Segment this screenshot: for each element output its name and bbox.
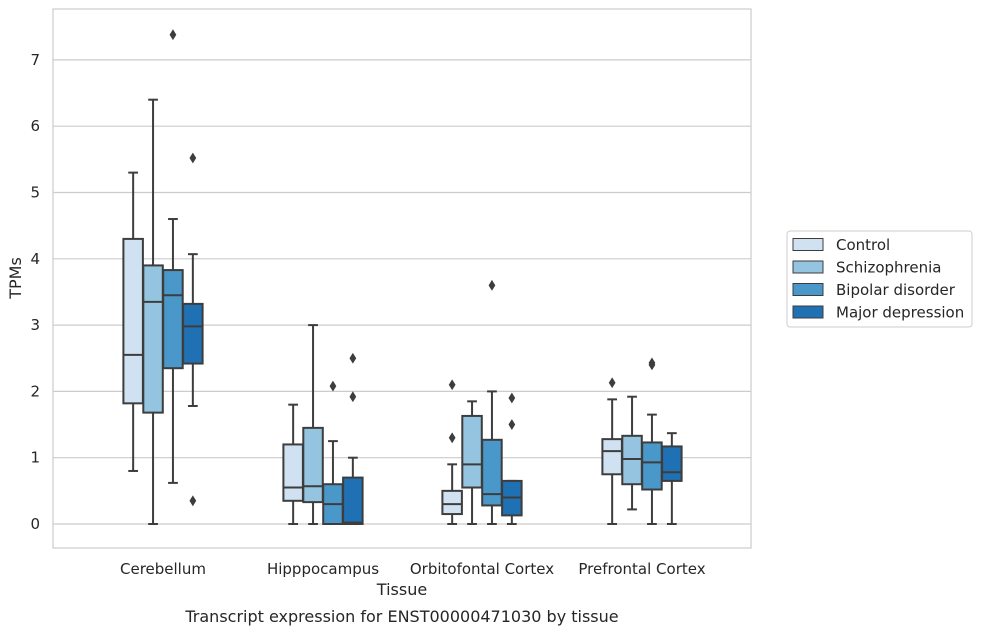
legend-entry-label: Schizophrenia bbox=[836, 259, 941, 277]
y-axis-tick-labels: 0 1 2 3 4 5 6 7 bbox=[30, 51, 40, 533]
outlier-point bbox=[488, 279, 496, 291]
y-axis-label: TPMs bbox=[6, 257, 25, 300]
outlier-point bbox=[508, 392, 516, 404]
outlier-point bbox=[169, 29, 177, 41]
box-major-depression-1 bbox=[342, 352, 364, 525]
y-tick-label: 5 bbox=[30, 184, 40, 202]
box-major-depression-3 bbox=[661, 432, 683, 525]
y-tick-label: 0 bbox=[30, 515, 40, 533]
box-iqr bbox=[461, 414, 483, 489]
legend-frame bbox=[786, 230, 973, 328]
box-major-depression-0 bbox=[182, 152, 204, 507]
outlier-point bbox=[349, 391, 357, 403]
box-iqr bbox=[481, 438, 503, 507]
box-iqr bbox=[122, 237, 144, 405]
outlier-point bbox=[349, 352, 357, 364]
box-iqr bbox=[282, 443, 304, 502]
legend-entry-label: Control bbox=[836, 236, 890, 254]
box-iqr bbox=[142, 264, 164, 414]
x-tick-label: Prefrontal Cortex bbox=[578, 560, 705, 578]
box-iqr bbox=[441, 489, 463, 516]
outlier-point bbox=[648, 357, 656, 369]
x-tick-label: Hipppocampus bbox=[267, 560, 379, 578]
chart-caption: Transcript expression for ENST0000047103… bbox=[184, 607, 618, 626]
box-bipolar-disorder-1 bbox=[322, 380, 344, 525]
outlier-point bbox=[508, 419, 516, 430]
y-tick-label: 1 bbox=[30, 449, 40, 467]
box-control-0 bbox=[122, 171, 144, 472]
legend-swatch bbox=[792, 283, 824, 296]
box-bipolar-disorder-3 bbox=[641, 357, 663, 525]
legend-swatch bbox=[792, 305, 824, 319]
box-schizophrenia-2 bbox=[461, 400, 483, 525]
box-iqr bbox=[661, 445, 683, 482]
box-iqr bbox=[641, 441, 663, 491]
box-control-1 bbox=[282, 403, 304, 525]
box-bipolar-disorder-2 bbox=[481, 279, 503, 525]
y-tick-label: 4 bbox=[30, 250, 40, 268]
y-tick-label: 6 bbox=[30, 117, 40, 135]
outlier-point bbox=[448, 432, 456, 444]
outlier-point bbox=[448, 379, 456, 391]
box-iqr bbox=[601, 438, 623, 476]
outlier-point bbox=[189, 495, 197, 507]
legend: Control Schizophrenia Bipolar disorder Majo… bbox=[786, 230, 973, 328]
x-axis-label: Tissue bbox=[376, 580, 427, 599]
box-schizophrenia-0 bbox=[142, 98, 164, 525]
x-tick-label: Orbitofontal Cortex bbox=[410, 560, 554, 578]
box-iqr bbox=[342, 476, 364, 525]
plot-area-frame bbox=[52, 8, 752, 549]
box-iqr bbox=[162, 269, 184, 370]
y-tick-label: 2 bbox=[30, 382, 40, 400]
box-control-2 bbox=[441, 379, 463, 525]
legend-entry-label: Bipolar disorder bbox=[836, 281, 956, 299]
box-schizophrenia-1 bbox=[302, 324, 324, 525]
y-tick-label: 7 bbox=[30, 51, 40, 69]
box-bipolar-disorder-0 bbox=[162, 29, 184, 484]
box-series bbox=[122, 29, 683, 525]
x-axis-tick-labels: Cerebellum Hipppocampus Orbitofontal Corte… bbox=[120, 560, 706, 578]
legend-entry-label: Major depression bbox=[836, 304, 964, 322]
box-control-3 bbox=[601, 377, 623, 525]
box-schizophrenia-3 bbox=[621, 395, 643, 511]
box-major-depression-2 bbox=[501, 392, 523, 525]
outlier-point bbox=[329, 380, 337, 392]
legend-swatch bbox=[792, 238, 824, 251]
legend-swatch bbox=[792, 260, 824, 274]
y-tick-label: 3 bbox=[30, 316, 40, 334]
outlier-point bbox=[608, 377, 616, 389]
box-iqr bbox=[302, 426, 324, 504]
x-tick-label: Cerebellum bbox=[120, 560, 206, 578]
box-iqr bbox=[182, 302, 204, 365]
outlier-point bbox=[189, 152, 197, 164]
